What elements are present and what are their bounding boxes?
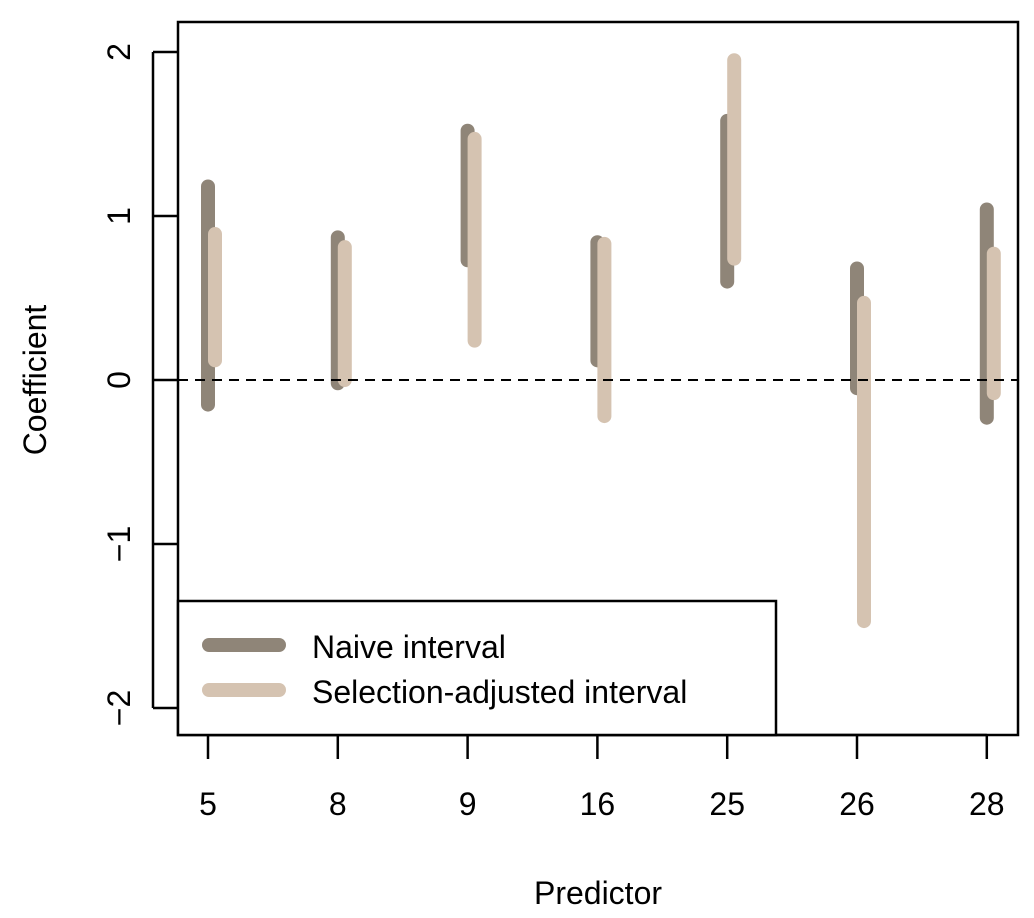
y-tick-label: 0 xyxy=(101,371,137,389)
y-axis-label: Coefficient xyxy=(17,305,53,456)
interval-bars xyxy=(201,53,1001,629)
x-tick-label: 26 xyxy=(839,786,875,822)
x-tick-label: 25 xyxy=(709,786,745,822)
y-axis: 2 1 0 −1 −2 xyxy=(101,43,178,726)
x-tick-label: 5 xyxy=(199,786,217,822)
legend: Naive interval Selection-adjusted interv… xyxy=(176,599,778,737)
x-tick-label: 16 xyxy=(580,786,616,822)
x-tick-label: 8 xyxy=(329,786,347,822)
y-tick-label: −2 xyxy=(101,690,137,726)
x-axis-label: Predictor xyxy=(534,875,662,911)
legend-label-selection-adjusted: Selection-adjusted interval xyxy=(312,674,687,710)
x-tick-label: 9 xyxy=(459,786,477,822)
legend-box xyxy=(176,599,778,737)
y-tick-label: −1 xyxy=(101,526,137,562)
x-axis: 5 8 9 16 25 26 28 xyxy=(199,733,1005,822)
y-tick-label: 2 xyxy=(101,43,137,61)
legend-label-naive: Naive interval xyxy=(312,629,506,665)
y-tick-label: 1 xyxy=(101,207,137,225)
x-tick-label: 28 xyxy=(969,786,1005,822)
